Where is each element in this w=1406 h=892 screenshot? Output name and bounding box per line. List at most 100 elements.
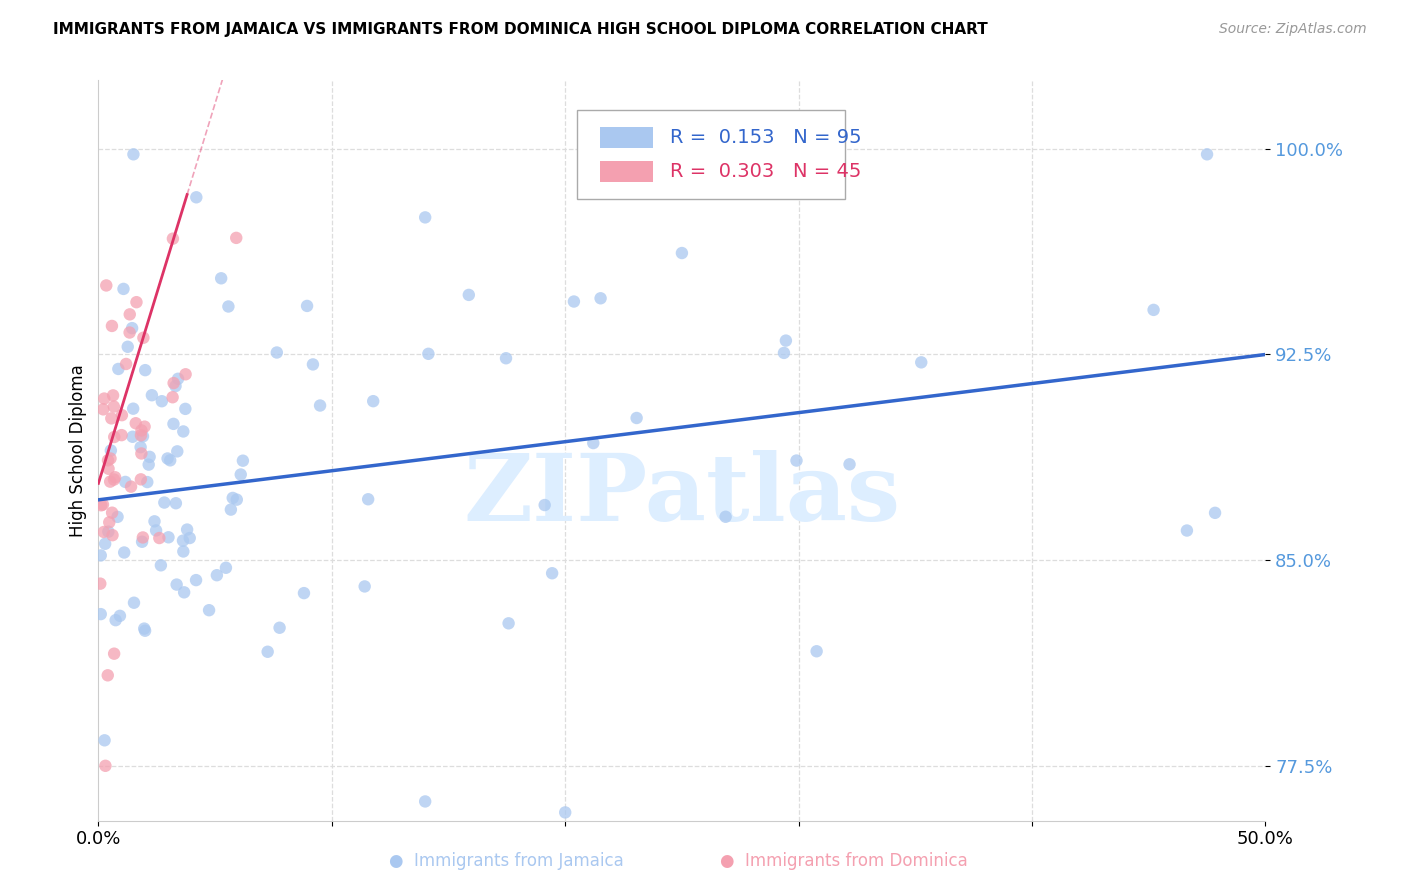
Point xyxy=(94,759,117,773)
Point xyxy=(562,294,585,309)
Point xyxy=(90,607,112,621)
Point xyxy=(115,357,138,371)
Point xyxy=(107,362,129,376)
Point xyxy=(118,326,141,340)
Point xyxy=(131,534,153,549)
Point xyxy=(165,496,187,510)
Point xyxy=(110,428,132,442)
Point xyxy=(149,558,172,573)
Point xyxy=(1175,524,1198,538)
Point xyxy=(217,300,239,314)
Point xyxy=(97,453,120,467)
Point xyxy=(89,576,111,591)
Point xyxy=(582,436,605,450)
Point xyxy=(457,288,479,302)
Point xyxy=(122,147,145,161)
Point xyxy=(138,450,160,464)
Point xyxy=(219,502,242,516)
Point xyxy=(143,514,166,528)
Point xyxy=(167,372,190,386)
Point xyxy=(112,282,135,296)
Point xyxy=(186,190,208,204)
Point xyxy=(166,444,188,458)
Point xyxy=(232,453,254,467)
Point xyxy=(418,347,440,361)
Point xyxy=(114,475,136,489)
Point xyxy=(838,458,860,472)
Point xyxy=(107,509,129,524)
Point xyxy=(136,475,159,489)
Point xyxy=(153,495,176,509)
Point xyxy=(172,425,194,439)
Point xyxy=(97,462,120,476)
Point xyxy=(533,498,555,512)
Point xyxy=(103,430,125,444)
Point xyxy=(117,340,139,354)
Point xyxy=(174,401,197,416)
Text: ●  Immigrants from Jamaica: ● Immigrants from Jamaica xyxy=(389,852,623,870)
Point xyxy=(413,211,436,225)
Text: IMMIGRANTS FROM JAMAICA VS IMMIGRANTS FROM DOMINICA HIGH SCHOOL DIPLOMA CORRELAT: IMMIGRANTS FROM JAMAICA VS IMMIGRANTS FR… xyxy=(53,22,988,37)
Point xyxy=(256,645,278,659)
Point xyxy=(104,613,127,627)
Point xyxy=(100,411,122,425)
Text: ZIPatlas: ZIPatlas xyxy=(464,450,900,540)
Point xyxy=(138,458,160,472)
Point xyxy=(141,388,163,402)
Point xyxy=(134,363,156,377)
Point xyxy=(225,492,247,507)
Point xyxy=(162,376,184,390)
Point xyxy=(97,668,120,682)
Point xyxy=(132,531,155,545)
Point xyxy=(98,516,121,530)
Point xyxy=(292,586,315,600)
Point xyxy=(101,388,124,402)
Point xyxy=(361,394,384,409)
Point xyxy=(125,416,148,430)
Point xyxy=(165,379,187,393)
Point xyxy=(172,544,194,558)
Point xyxy=(157,530,180,544)
Point xyxy=(162,232,184,246)
Point xyxy=(786,453,808,467)
Point xyxy=(103,647,125,661)
Point xyxy=(134,624,156,638)
Point xyxy=(626,411,648,425)
Point xyxy=(179,531,201,545)
Point xyxy=(145,524,167,538)
Point xyxy=(269,621,291,635)
Point xyxy=(714,509,737,524)
Point xyxy=(498,616,520,631)
Point xyxy=(93,524,115,539)
Point xyxy=(148,531,170,545)
Point xyxy=(589,291,612,305)
Point xyxy=(90,498,112,512)
Point xyxy=(112,545,135,559)
Point xyxy=(775,334,797,348)
Point xyxy=(103,473,125,487)
Point xyxy=(103,400,125,414)
Point xyxy=(159,453,181,467)
Point xyxy=(131,446,153,460)
Point xyxy=(554,805,576,820)
Point xyxy=(100,451,122,466)
Point xyxy=(166,577,188,591)
Point xyxy=(118,307,141,321)
Point xyxy=(111,408,134,422)
Point xyxy=(108,608,131,623)
Point xyxy=(98,475,121,489)
Point xyxy=(122,401,145,416)
Point xyxy=(353,579,375,593)
Point xyxy=(125,295,148,310)
Point xyxy=(910,355,932,369)
Point xyxy=(129,440,152,454)
Point xyxy=(541,566,564,581)
Point xyxy=(150,394,173,409)
Point xyxy=(96,278,118,293)
Point xyxy=(172,533,194,548)
Point xyxy=(121,430,143,444)
Point xyxy=(806,644,828,658)
Point xyxy=(97,524,120,539)
Text: Source: ZipAtlas.com: Source: ZipAtlas.com xyxy=(1219,22,1367,37)
Y-axis label: High School Diploma: High School Diploma xyxy=(69,364,87,537)
